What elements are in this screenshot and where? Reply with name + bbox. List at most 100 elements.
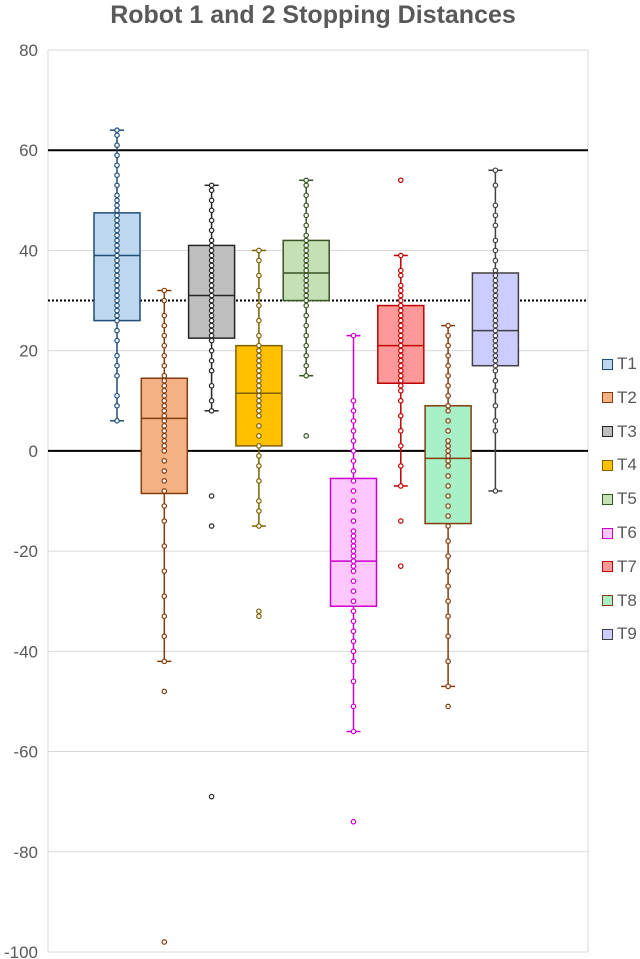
- legend-label: T5: [617, 489, 637, 509]
- data-point: [350, 528, 357, 534]
- box-t6: [329, 332, 378, 825]
- data-point: [256, 453, 262, 459]
- data-point: [303, 372, 310, 379]
- data-point: [492, 402, 499, 409]
- data-point: [161, 352, 168, 359]
- data-point: [350, 428, 357, 434]
- data-point: [114, 222, 120, 229]
- data-point: [303, 267, 310, 274]
- data-point: [492, 302, 499, 309]
- data-point: [114, 317, 120, 324]
- legend-item-t3: T3: [602, 421, 637, 443]
- data-point: [256, 372, 262, 379]
- data-point: [256, 347, 262, 354]
- data-point: [303, 232, 310, 239]
- y-tick-label: -60: [13, 743, 38, 762]
- data-point: [256, 397, 262, 404]
- data-point: [350, 598, 357, 605]
- data-point: [161, 377, 168, 384]
- data-point: [350, 538, 357, 544]
- data-point: [397, 563, 404, 569]
- data-point: [397, 397, 404, 404]
- data-point: [114, 217, 120, 224]
- data-point: [208, 322, 215, 329]
- data-point: [445, 332, 451, 339]
- data-point: [397, 372, 404, 379]
- data-point: [114, 337, 120, 344]
- data-point: [492, 307, 499, 314]
- data-point: [256, 523, 262, 529]
- data-point: [350, 543, 357, 549]
- box-series: [93, 127, 520, 945]
- data-point: [161, 543, 168, 549]
- data-point: [445, 438, 451, 444]
- data-point: [445, 372, 451, 379]
- data-point: [208, 493, 215, 499]
- data-point: [303, 272, 310, 279]
- data-point: [256, 342, 262, 349]
- data-point: [397, 332, 404, 339]
- y-tick-label: -100: [4, 943, 38, 959]
- data-point: [492, 277, 499, 284]
- data-point: [114, 302, 120, 309]
- data-point: [350, 458, 357, 464]
- legend-label: T4: [617, 455, 637, 475]
- data-point: [161, 332, 168, 339]
- data-point: [208, 523, 215, 529]
- data-point: [350, 618, 357, 625]
- legend-swatch: [602, 358, 613, 370]
- data-point: [445, 633, 451, 640]
- box-t4: [235, 247, 283, 620]
- data-point: [303, 352, 310, 359]
- legend-item-t2: T2: [602, 387, 637, 409]
- data-point: [350, 498, 357, 504]
- data-point: [492, 297, 499, 304]
- data-point: [397, 272, 404, 279]
- data-point: [114, 182, 120, 189]
- data-point: [397, 463, 404, 469]
- data-point: [492, 317, 499, 324]
- data-point: [350, 728, 357, 735]
- data-point: [350, 563, 357, 569]
- data-point: [492, 362, 499, 369]
- legend-swatch: [602, 392, 613, 404]
- data-point: [492, 312, 499, 319]
- data-point: [114, 267, 120, 274]
- data-point: [161, 443, 168, 449]
- data-point: [208, 793, 215, 800]
- gridlines: [47, 49, 589, 953]
- data-point: [208, 307, 215, 314]
- data-point: [303, 312, 310, 319]
- y-tick-label: 40: [19, 241, 38, 260]
- data-point: [256, 402, 262, 409]
- data-point: [256, 407, 262, 414]
- data-point: [445, 407, 451, 414]
- data-point: [492, 377, 499, 384]
- data-point: [397, 413, 404, 419]
- data-point: [350, 468, 357, 474]
- data-point: [350, 703, 357, 710]
- data-point: [445, 418, 451, 424]
- data-point: [208, 332, 215, 339]
- data-point: [161, 593, 168, 600]
- data-point: [303, 433, 310, 439]
- data-point: [303, 297, 310, 304]
- data-point: [303, 287, 310, 294]
- data-point: [114, 127, 120, 133]
- data-point: [397, 297, 404, 304]
- data-point: [303, 182, 310, 189]
- data-point: [208, 337, 215, 344]
- data-point: [161, 387, 168, 394]
- box-t5: [282, 177, 330, 439]
- data-point: [256, 443, 262, 449]
- data-point: [114, 262, 120, 269]
- data-point: [161, 939, 168, 945]
- data-point: [350, 418, 357, 424]
- data-point: [161, 613, 168, 620]
- data-point: [208, 367, 215, 374]
- data-point: [114, 277, 120, 284]
- data-point: [445, 448, 451, 454]
- data-point: [445, 493, 451, 499]
- y-tick-label: -20: [13, 542, 38, 561]
